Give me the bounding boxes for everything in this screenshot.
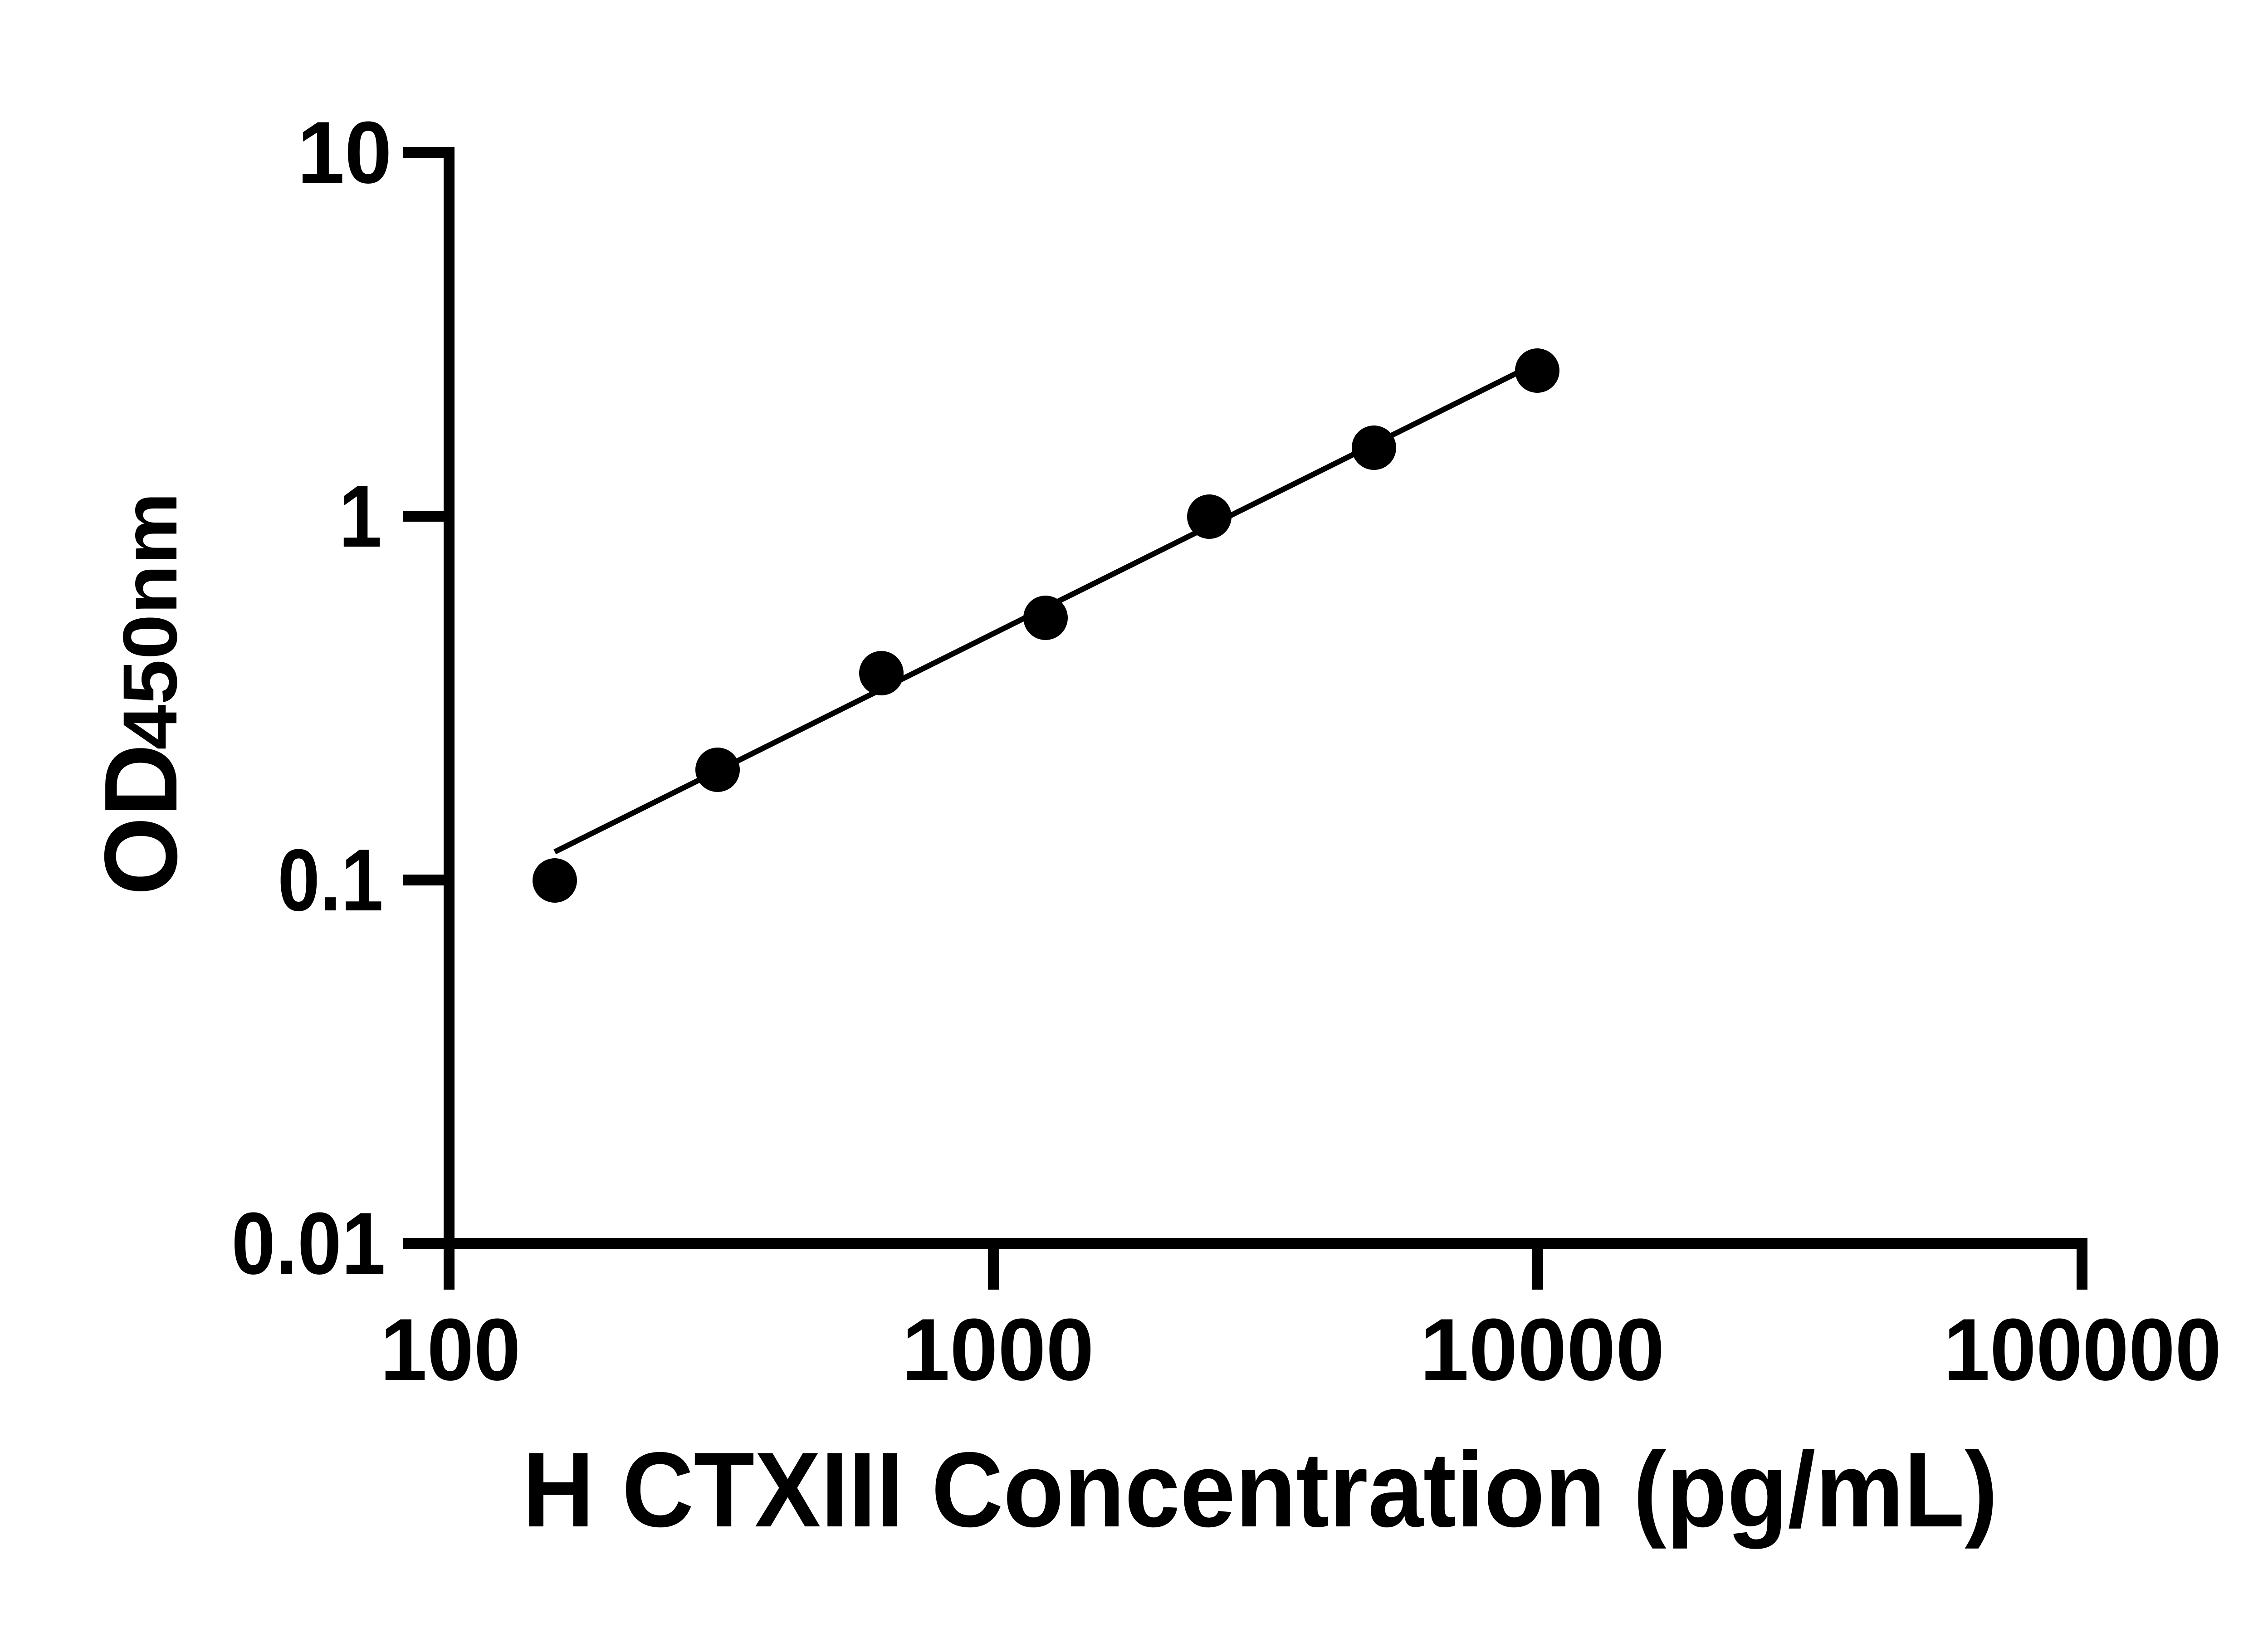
svg-text:0.1: 0.1 (278, 831, 383, 929)
svg-text:OD: OD (83, 744, 199, 895)
svg-text:10000: 10000 (1420, 1301, 1664, 1399)
svg-text:1000: 1000 (902, 1300, 1094, 1398)
svg-text:10: 10 (297, 103, 392, 202)
svg-text:0.01: 0.01 (231, 1195, 386, 1293)
svg-text:100: 100 (380, 1301, 521, 1399)
svg-text:100000: 100000 (1944, 1301, 2221, 1399)
svg-text:1: 1 (339, 467, 382, 566)
svg-text:H CTXIII Concentration (pg/mL): H CTXIII Concentration (pg/mL) (523, 1430, 1998, 1550)
svg-text:450nm: 450nm (107, 492, 193, 750)
